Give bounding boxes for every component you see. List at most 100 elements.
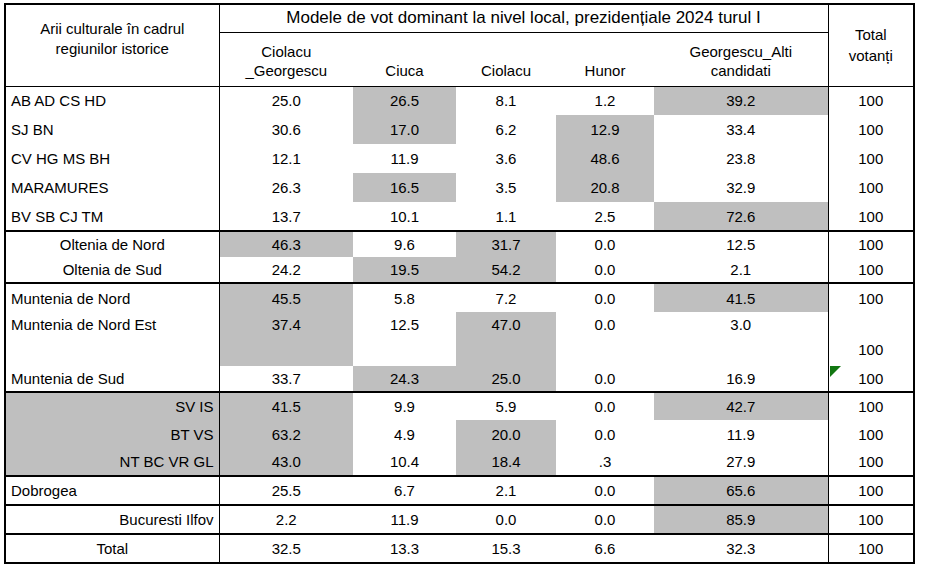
cell: 24.3 xyxy=(353,366,456,392)
table-row: SV IS 41.5 9.9 5.9 0.0 42.7 100 xyxy=(5,392,914,420)
corner-header: Arii culturale în cadrul regiunilor isto… xyxy=(5,4,219,86)
table-row: BV SB CJ TM 13.7 10.1 1.1 2.5 72.6 100 xyxy=(5,202,914,231)
cell: 30.6 xyxy=(219,115,353,144)
cell: 43.0 xyxy=(219,448,353,476)
row-label: Oltenia de Sud xyxy=(5,257,219,283)
cell: 0.0 xyxy=(556,420,654,448)
cell: 19.5 xyxy=(353,257,456,283)
cell: 39.2 xyxy=(654,86,828,115)
row-label: AB AD CS HD xyxy=(5,86,219,115)
row-label: Total xyxy=(5,534,219,563)
total-value: 100 xyxy=(858,370,883,387)
col-header-total: Total votanți xyxy=(828,4,914,86)
cell: 41.5 xyxy=(654,283,828,312)
cell-error-marker-icon xyxy=(830,366,841,377)
cell: 16.5 xyxy=(353,173,456,202)
cell: 15.3 xyxy=(456,534,556,563)
cell: 11.9 xyxy=(353,144,456,173)
total-cell: 100 xyxy=(828,392,914,420)
cell: 48.6 xyxy=(556,144,654,173)
cell: 0.0 xyxy=(556,392,654,420)
row-label: Muntenia de Nord Est xyxy=(5,312,219,366)
cell: 25.0 xyxy=(219,86,353,115)
vote-table: Arii culturale în cadrul regiunilor isto… xyxy=(4,3,915,564)
table-row: Dobrogea 25.5 6.7 2.1 0.0 65.6 100 xyxy=(5,476,914,505)
table-row: BT VS 63.2 4.9 20.0 0.0 11.9 100 xyxy=(5,420,914,448)
cell: 1.2 xyxy=(556,86,654,115)
cell: 2.5 xyxy=(556,202,654,231)
cell: 16.9 xyxy=(654,366,828,392)
table-row: Total 32.5 13.3 15.3 6.6 32.3 100 xyxy=(5,534,914,563)
cell: 32.3 xyxy=(654,534,828,563)
row-label: BT VS xyxy=(5,420,219,448)
cell: 0.0 xyxy=(456,505,556,534)
cell: 63.2 xyxy=(219,420,353,448)
table-row: NT BC VR GL 43.0 10.4 18.4 .3 27.9 100 xyxy=(5,448,914,476)
total-cell: 100 xyxy=(828,534,914,563)
total-cell: 100 xyxy=(828,505,914,534)
cell: 8.1 xyxy=(456,86,556,115)
cell: 10.1 xyxy=(353,202,456,231)
col-header-ciuca: Ciuca xyxy=(353,32,456,86)
table-row: MARAMURES 26.3 16.5 3.5 20.8 32.9 100 xyxy=(5,173,914,202)
cell: 0.0 xyxy=(556,312,654,366)
cell: 18.4 xyxy=(456,448,556,476)
total-cell: 100 xyxy=(828,283,914,312)
cell: 32.5 xyxy=(219,534,353,563)
cell: 0.0 xyxy=(556,366,654,392)
cell: 41.5 xyxy=(219,392,353,420)
cell: 0.0 xyxy=(556,283,654,312)
cell: 13.7 xyxy=(219,202,353,231)
row-label: CV HG MS BH xyxy=(5,144,219,173)
cell: 72.6 xyxy=(654,202,828,231)
cell: 10.4 xyxy=(353,448,456,476)
row-label: BV SB CJ TM xyxy=(5,202,219,231)
corner-header-line1: Arii culturale în cadrul xyxy=(6,19,219,39)
row-label: Muntenia de Nord xyxy=(5,283,219,312)
total-cell: 100 xyxy=(828,231,914,257)
cell: 20.0 xyxy=(456,420,556,448)
cell: 85.9 xyxy=(654,505,828,534)
total-cell: 100 xyxy=(828,257,914,283)
table-row: Bucuresti Ilfov 2.2 11.9 0.0 0.0 85.9 10… xyxy=(5,505,914,534)
cell: 3.0 xyxy=(654,312,828,366)
col-header-hunor: Hunor xyxy=(556,32,654,86)
cell: 0.0 xyxy=(556,231,654,257)
cell: 9.9 xyxy=(353,392,456,420)
total-cell: 100 xyxy=(828,173,914,202)
cell: 6.6 xyxy=(556,534,654,563)
table-row: Muntenia de Nord 45.5 5.8 7.2 0.0 41.5 1… xyxy=(5,283,914,312)
cell: 17.0 xyxy=(353,115,456,144)
cell: 6.7 xyxy=(353,476,456,505)
cell: 0.0 xyxy=(556,476,654,505)
cell: 2.1 xyxy=(654,257,828,283)
table-row: SJ BN 30.6 17.0 6.2 12.9 33.4 100 xyxy=(5,115,914,144)
cell: 46.3 xyxy=(219,231,353,257)
cell: 1.1 xyxy=(456,202,556,231)
row-label: SJ BN xyxy=(5,115,219,144)
cell: 12.1 xyxy=(219,144,353,173)
cell: 5.9 xyxy=(456,392,556,420)
corner-header-line2: regiunilor istorice xyxy=(6,39,219,59)
cell: 25.5 xyxy=(219,476,353,505)
col-header-ciolacu: Ciolacu xyxy=(456,32,556,86)
total-cell: 100 xyxy=(828,202,914,231)
cell: 0.0 xyxy=(556,257,654,283)
total-cell: 100 xyxy=(828,448,914,476)
total-cell: 100 xyxy=(828,420,914,448)
cell: 37.4 xyxy=(219,312,353,366)
row-label: Bucuresti Ilfov xyxy=(5,505,219,534)
cell: 5.8 xyxy=(353,283,456,312)
total-cell: 100 xyxy=(828,144,914,173)
cell: 11.9 xyxy=(353,505,456,534)
total-cell: 100 xyxy=(828,312,914,366)
title-row: Arii culturale în cadrul regiunilor isto… xyxy=(5,4,914,32)
cell: 23.8 xyxy=(654,144,828,173)
cell: 4.9 xyxy=(353,420,456,448)
cell: 9.6 xyxy=(353,231,456,257)
cell: 3.5 xyxy=(456,173,556,202)
row-label: Oltenia de Nord xyxy=(5,231,219,257)
cell: 12.5 xyxy=(654,231,828,257)
cell: 32.9 xyxy=(654,173,828,202)
cell: 26.3 xyxy=(219,173,353,202)
